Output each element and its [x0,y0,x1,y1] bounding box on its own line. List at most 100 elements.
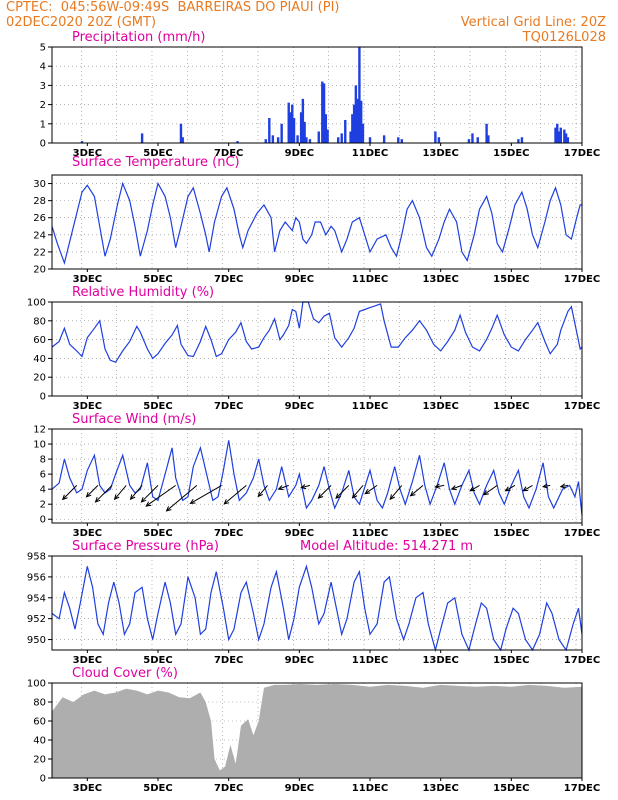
precip-bar [317,131,320,143]
plot-frame [51,301,583,397]
y-tick-label: 958 [27,552,46,563]
wind-arrow [335,485,350,499]
x-tick-label: 5DEC [143,655,172,666]
precip-bar [292,118,296,143]
precip-bar [557,131,561,143]
wind-arrow-head [113,494,120,501]
y-tick-label: 40 [33,736,46,747]
y-tick-label: 0 [40,392,46,403]
y-tick-label: 12 [33,425,46,436]
wind-arrow-head [409,491,416,497]
precip-bar [382,135,386,143]
wind-arrow [451,484,463,490]
y-tick-label: 24 [33,230,46,241]
wind-arrow [410,485,424,497]
wind-arrow [352,485,364,499]
series-line [51,301,583,363]
precip-bar [321,81,324,143]
wind-arrow-head [522,486,529,492]
y-tick-label: 3 [40,81,46,92]
x-tick-label: 13DEC [422,148,458,159]
plot-frame [51,682,583,779]
y-tick-label: 26 [33,213,46,224]
precip-bar [368,137,372,143]
wind-arrow-head [364,489,371,495]
x-tick-label: 11DEC [352,401,388,412]
x-tick-label: 15DEC [493,528,529,539]
x-tick-label: 17DEC [564,655,600,666]
x-tick-label: 3DEC [73,528,102,539]
x-tick-label: 7DEC [214,401,243,412]
wind-arrow [166,485,198,512]
precip-bar [566,137,570,143]
wind-arrow [62,485,78,500]
y-tick-label: 100 [27,679,46,690]
precip-bar [276,137,280,143]
y-tick-label: 950 [27,635,46,646]
wind-arrow-head [257,491,264,498]
precip-bar [487,135,490,143]
precip-bar [434,131,437,143]
y-tick-label: 2 [40,500,46,511]
x-tick-label: 15DEC [493,148,529,159]
precip-bar [264,139,267,143]
wind-arrow-head [434,483,441,489]
wind-arrow-head [189,498,196,504]
x-tick-label: 17DEC [564,148,600,159]
y-tick-label: 28 [33,196,46,207]
wind-arrow [483,484,498,496]
header-model-id: TQ0126L028 [522,30,606,45]
wind-arrow-head [85,491,92,498]
header-station-line: CPTEC: 045:56W-09:49S BARREIRAS DO PIAUI… [6,0,340,15]
y-tick-label: 8 [40,455,46,466]
precip-bar [280,123,283,143]
wind-arrow-head [504,486,511,492]
x-tick-label: 5DEC [143,528,172,539]
header-date-line: 02DEC2020 20Z (GMT) [6,15,157,30]
x-tick-label: 3DEC [73,783,102,794]
y-tick-label: 80 [33,316,46,327]
x-tick-label: 11DEC [352,274,388,285]
y-tick-label: 5 [40,43,46,54]
wind-arrow [301,484,311,489]
wind-arrow [389,485,403,500]
wind-arrow [190,484,222,504]
x-tick-label: 7DEC [214,655,243,666]
wind-arrow [86,485,99,498]
wind-arrow-head [450,485,457,491]
wind-arrow-head [145,501,152,507]
precip-bar [179,123,183,143]
precip-bar [354,85,358,143]
series-line [51,564,583,653]
panel-title: Relative Humidity (%) [72,285,214,300]
y-tick-label: 952 [27,614,46,625]
wind-arrow [560,484,568,488]
wind-arrow-head [317,493,324,499]
precip-bar [559,127,562,143]
x-tick-label: 7DEC [214,148,243,159]
precip-bar [271,135,275,143]
precip-bar [296,135,299,143]
x-tick-label: 11DEC [352,148,388,159]
precip-bar [324,114,328,143]
x-tick-label: 17DEC [564,783,600,794]
precip-bar [80,141,84,143]
wind-arrow-head [277,485,284,491]
wind-arrow [141,485,159,503]
y-tick-label: 0 [40,139,46,150]
y-tick-label: 4 [40,485,46,496]
cloud-cover-area [52,684,582,778]
wind-arrow-head [300,484,307,490]
y-tick-label: 80 [33,698,46,709]
precip-bar [400,139,403,143]
precip-bar [437,137,441,143]
wind-arrow [130,485,143,500]
x-tick-label: 9DEC [285,783,314,794]
y-tick-label: 60 [33,717,46,728]
x-tick-label: 15DEC [493,655,529,666]
wind-arrow-head [140,497,147,503]
wind-arrow-head [61,494,68,501]
precip-bar [289,112,292,143]
series-line [51,440,583,516]
